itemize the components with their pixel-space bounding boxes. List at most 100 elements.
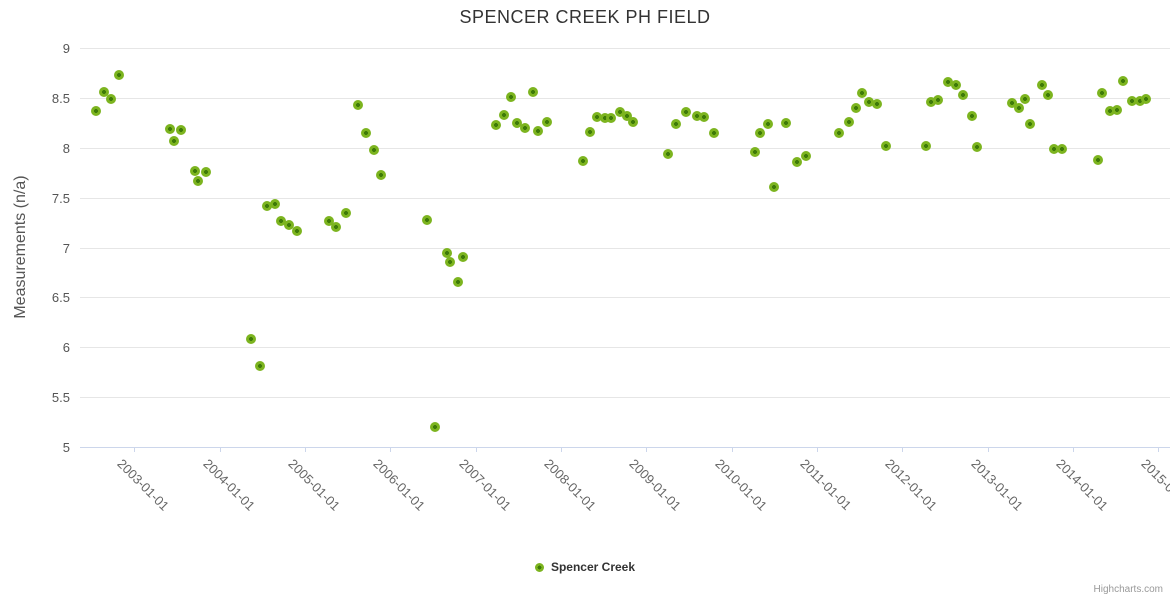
data-point[interactable] <box>1141 93 1152 104</box>
data-point[interactable] <box>498 109 509 120</box>
data-point[interactable] <box>341 207 352 218</box>
data-point[interactable] <box>284 219 295 230</box>
y-axis-label: 5.5 <box>51 390 70 406</box>
data-point[interactable] <box>261 200 272 211</box>
data-point[interactable] <box>324 215 335 226</box>
data-point[interactable] <box>1111 104 1122 115</box>
data-point[interactable] <box>600 112 611 123</box>
x-axis-label: 2013-01-01 <box>967 456 1026 514</box>
data-point[interactable] <box>511 117 522 128</box>
data-point[interactable] <box>114 69 125 80</box>
data-point[interactable] <box>1093 154 1104 165</box>
data-point[interactable] <box>291 225 302 236</box>
data-point[interactable] <box>871 98 882 109</box>
data-point[interactable] <box>880 140 891 151</box>
data-point[interactable] <box>966 110 977 121</box>
data-point[interactable] <box>663 148 674 159</box>
data-point[interactable] <box>441 248 452 259</box>
data-point[interactable] <box>189 165 200 176</box>
data-point[interactable] <box>843 116 854 127</box>
data-point[interactable] <box>353 99 363 110</box>
data-point[interactable] <box>275 215 286 226</box>
data-point[interactable] <box>781 117 792 128</box>
data-point[interactable] <box>834 127 845 138</box>
data-point[interactable] <box>532 125 543 136</box>
data-point[interactable] <box>577 155 588 166</box>
data-point[interactable] <box>863 96 874 107</box>
x-axis-label: 2009-01-01 <box>626 456 685 514</box>
data-point[interactable] <box>692 110 703 121</box>
data-point[interactable] <box>99 86 110 97</box>
data-point[interactable] <box>169 135 180 146</box>
data-point[interactable] <box>452 277 463 288</box>
data-point[interactable] <box>1049 143 1060 154</box>
data-point[interactable] <box>1042 89 1053 100</box>
legend-marker-icon <box>534 562 544 572</box>
data-point[interactable] <box>951 79 962 90</box>
data-point[interactable] <box>792 156 803 167</box>
data-point[interactable] <box>709 127 720 138</box>
data-point[interactable] <box>606 112 617 123</box>
data-point[interactable] <box>698 111 709 122</box>
data-point[interactable] <box>1020 93 1031 104</box>
data-point[interactable] <box>614 106 625 117</box>
data-point[interactable] <box>1134 95 1145 106</box>
data-point[interactable] <box>193 175 204 186</box>
data-point[interactable] <box>506 91 517 102</box>
data-point[interactable] <box>621 110 632 121</box>
data-point[interactable] <box>750 146 761 157</box>
legend-item-spencer-creek[interactable]: Spencer Creek <box>0 560 1170 574</box>
data-point[interactable] <box>851 102 861 113</box>
data-point[interactable] <box>527 86 538 97</box>
data-point[interactable] <box>942 76 953 87</box>
data-point[interactable] <box>490 119 501 130</box>
data-point[interactable] <box>958 89 969 100</box>
data-point[interactable] <box>369 144 380 155</box>
data-point[interactable] <box>933 94 944 105</box>
data-point[interactable] <box>762 118 773 129</box>
data-point[interactable] <box>1117 75 1128 86</box>
data-point[interactable] <box>254 361 265 372</box>
data-point[interactable] <box>270 198 281 209</box>
data-point[interactable] <box>421 214 432 225</box>
data-point[interactable] <box>1105 105 1116 116</box>
data-point[interactable] <box>361 127 372 138</box>
x-axis-tick <box>560 447 562 452</box>
data-point[interactable] <box>755 127 766 138</box>
data-point[interactable] <box>1024 118 1035 129</box>
data-point[interactable] <box>1056 143 1067 154</box>
data-point[interactable] <box>457 252 468 263</box>
data-point[interactable] <box>921 140 932 151</box>
data-point[interactable] <box>245 334 256 345</box>
data-point[interactable] <box>541 116 552 127</box>
data-point[interactable] <box>1036 79 1047 90</box>
data-point[interactable] <box>680 106 691 117</box>
data-point[interactable] <box>768 181 779 192</box>
data-point[interactable] <box>671 118 682 129</box>
data-point[interactable] <box>1096 87 1107 98</box>
data-point[interactable] <box>926 96 937 107</box>
data-point[interactable] <box>430 422 441 433</box>
data-point[interactable] <box>584 126 595 137</box>
data-point[interactable] <box>971 141 982 152</box>
y-axis-label: 5 <box>62 440 70 455</box>
data-point[interactable] <box>331 221 342 232</box>
x-axis-tick <box>987 447 989 452</box>
data-point[interactable] <box>520 122 531 133</box>
data-point[interactable] <box>1013 102 1024 113</box>
data-point[interactable] <box>800 150 811 161</box>
data-point[interactable] <box>857 87 868 98</box>
data-point[interactable] <box>176 124 187 135</box>
data-point[interactable] <box>628 116 639 127</box>
data-point[interactable] <box>1127 95 1138 106</box>
data-point[interactable] <box>105 93 116 104</box>
highcharts-credits-link[interactable]: Highcharts.com <box>1093 584 1163 595</box>
data-point[interactable] <box>376 169 387 180</box>
data-point[interactable] <box>200 166 211 177</box>
data-point[interactable] <box>591 111 602 122</box>
data-point[interactable] <box>91 105 102 116</box>
data-point[interactable] <box>165 123 176 134</box>
data-point[interactable] <box>444 257 455 268</box>
data-point[interactable] <box>1006 97 1017 108</box>
